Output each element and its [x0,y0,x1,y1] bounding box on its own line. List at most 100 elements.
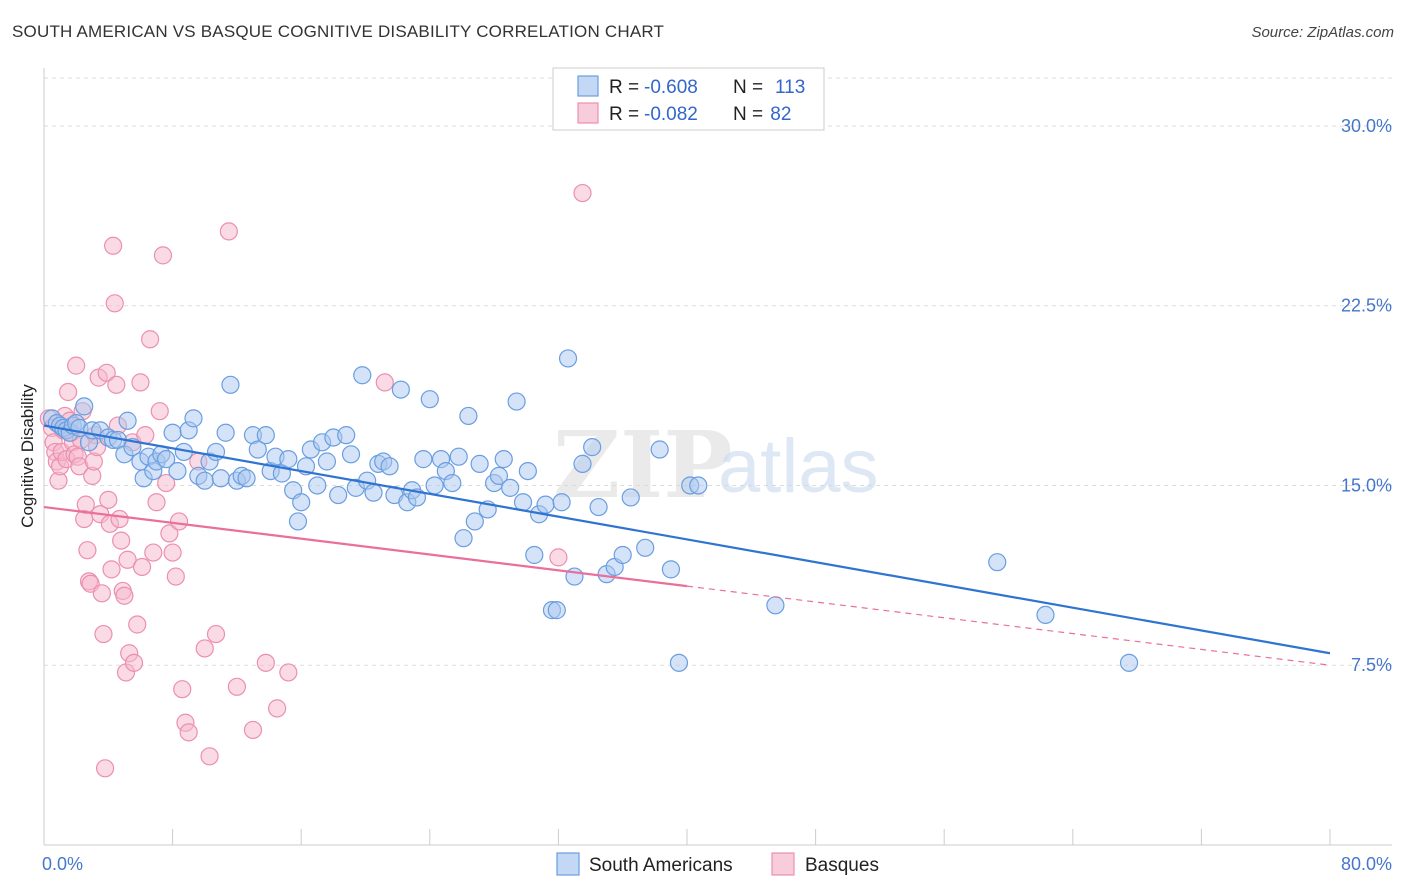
legend-box: R = -0.608 N = 113 R = -0.082 N = 82 [552,67,825,131]
basque-point [157,473,176,493]
basque-point [107,375,126,394]
axes [43,68,1392,846]
chart-title: SOUTH AMERICAN VS BASQUE COGNITIVE DISAB… [12,22,665,41]
south-american-point [163,423,182,442]
south-american-point [391,380,410,399]
x-tick-labels: 0.0% 80.0% [42,854,1392,874]
south-american-point [221,375,240,394]
grid-lines [44,77,1392,666]
watermark-atlas: atlas [718,424,879,509]
basque-point [97,363,116,382]
basque-point [243,720,263,740]
south-american-point [216,423,235,442]
south-american-point [288,512,308,531]
basque-point [118,550,137,569]
basque-point [95,759,115,778]
south-american-point [689,476,708,495]
south-american-point [518,461,537,481]
basque-point [219,222,238,241]
south-american-point [195,471,214,490]
south-american-point [507,392,526,411]
basque-point [112,531,131,550]
south-american-point [292,493,311,512]
south-american-point [661,560,681,579]
basques-trend-line [43,505,688,588]
south-american-point [1036,605,1055,625]
basque-point [153,246,173,265]
basque-point [227,677,246,696]
south-american-point [489,466,509,485]
south-american-point [494,450,513,469]
basque-point [160,524,179,543]
legend-n-label-0: N = [733,77,763,98]
basque-point [140,330,160,349]
basque-point [375,373,394,392]
basque-point [105,294,124,313]
basque-point [136,426,155,445]
basque-point [104,236,123,255]
south-american-point [329,485,348,505]
trend-lines [43,424,1331,666]
south-american-point [525,545,544,565]
south-american-point [353,366,372,385]
bottom-legend-swatch-south-americans [556,852,580,876]
x-tick-label-max: 80.0% [1341,854,1392,874]
south-american-point [589,497,608,517]
watermark: ZIP atlas [553,411,879,519]
legend-swatch-basques [577,102,599,124]
south-american-point [364,483,383,502]
south-american-point [573,454,592,473]
south-american-point [317,452,337,471]
basque-point [147,493,166,512]
legend-r-value-0: -0.608 [644,77,698,98]
south-american-point [337,426,356,445]
south-american-point [425,476,444,495]
basque-point [102,560,121,579]
basque-point [99,490,118,509]
south-american-point [75,397,94,416]
south-american-point [558,349,578,368]
basque-point [144,543,163,562]
south-american-point [157,450,176,469]
basque-point [267,699,287,718]
basque-point [173,680,192,699]
basque-point [163,543,182,562]
basque-point [150,402,169,421]
basque-point [67,356,86,375]
legend-n-value-0: 113 [775,77,805,98]
basque-point [169,512,189,531]
south-americans-trend-line [43,424,1331,655]
south-american-point [650,440,669,459]
south-americans-points [42,349,1139,672]
basque-point [549,548,568,567]
basque-point [573,183,592,203]
south-american-point [308,476,327,495]
south-american-point [552,493,571,512]
bottom-legend-label-south-americans: South Americans [589,855,733,876]
y-tick-label: 22.5% [1341,296,1392,316]
basque-point [124,653,144,672]
south-american-point [621,488,640,507]
legend-swatch-south-americans [577,75,599,97]
south-american-point [341,445,361,464]
south-american-point [536,495,555,514]
south-american-point [443,473,462,493]
basque-point [110,509,129,529]
south-american-point [470,454,489,473]
legend-r-value-1: -0.082 [644,104,698,125]
basque-point [92,584,111,603]
south-american-point [459,406,478,426]
south-american-point [414,450,433,469]
south-american-point [583,438,602,457]
basque-point [256,653,275,672]
bottom-legend-swatch-basques [771,852,795,876]
south-american-point [380,457,399,476]
basque-point [279,663,298,682]
legend-r-label-0: R = [609,77,639,98]
legend-n-label-1: N = [733,104,763,125]
south-american-point [256,426,275,445]
south-american-point [988,553,1007,572]
legend-n-value-1: 82 [765,104,791,125]
basque-point [78,541,97,560]
south-american-point [449,447,468,466]
